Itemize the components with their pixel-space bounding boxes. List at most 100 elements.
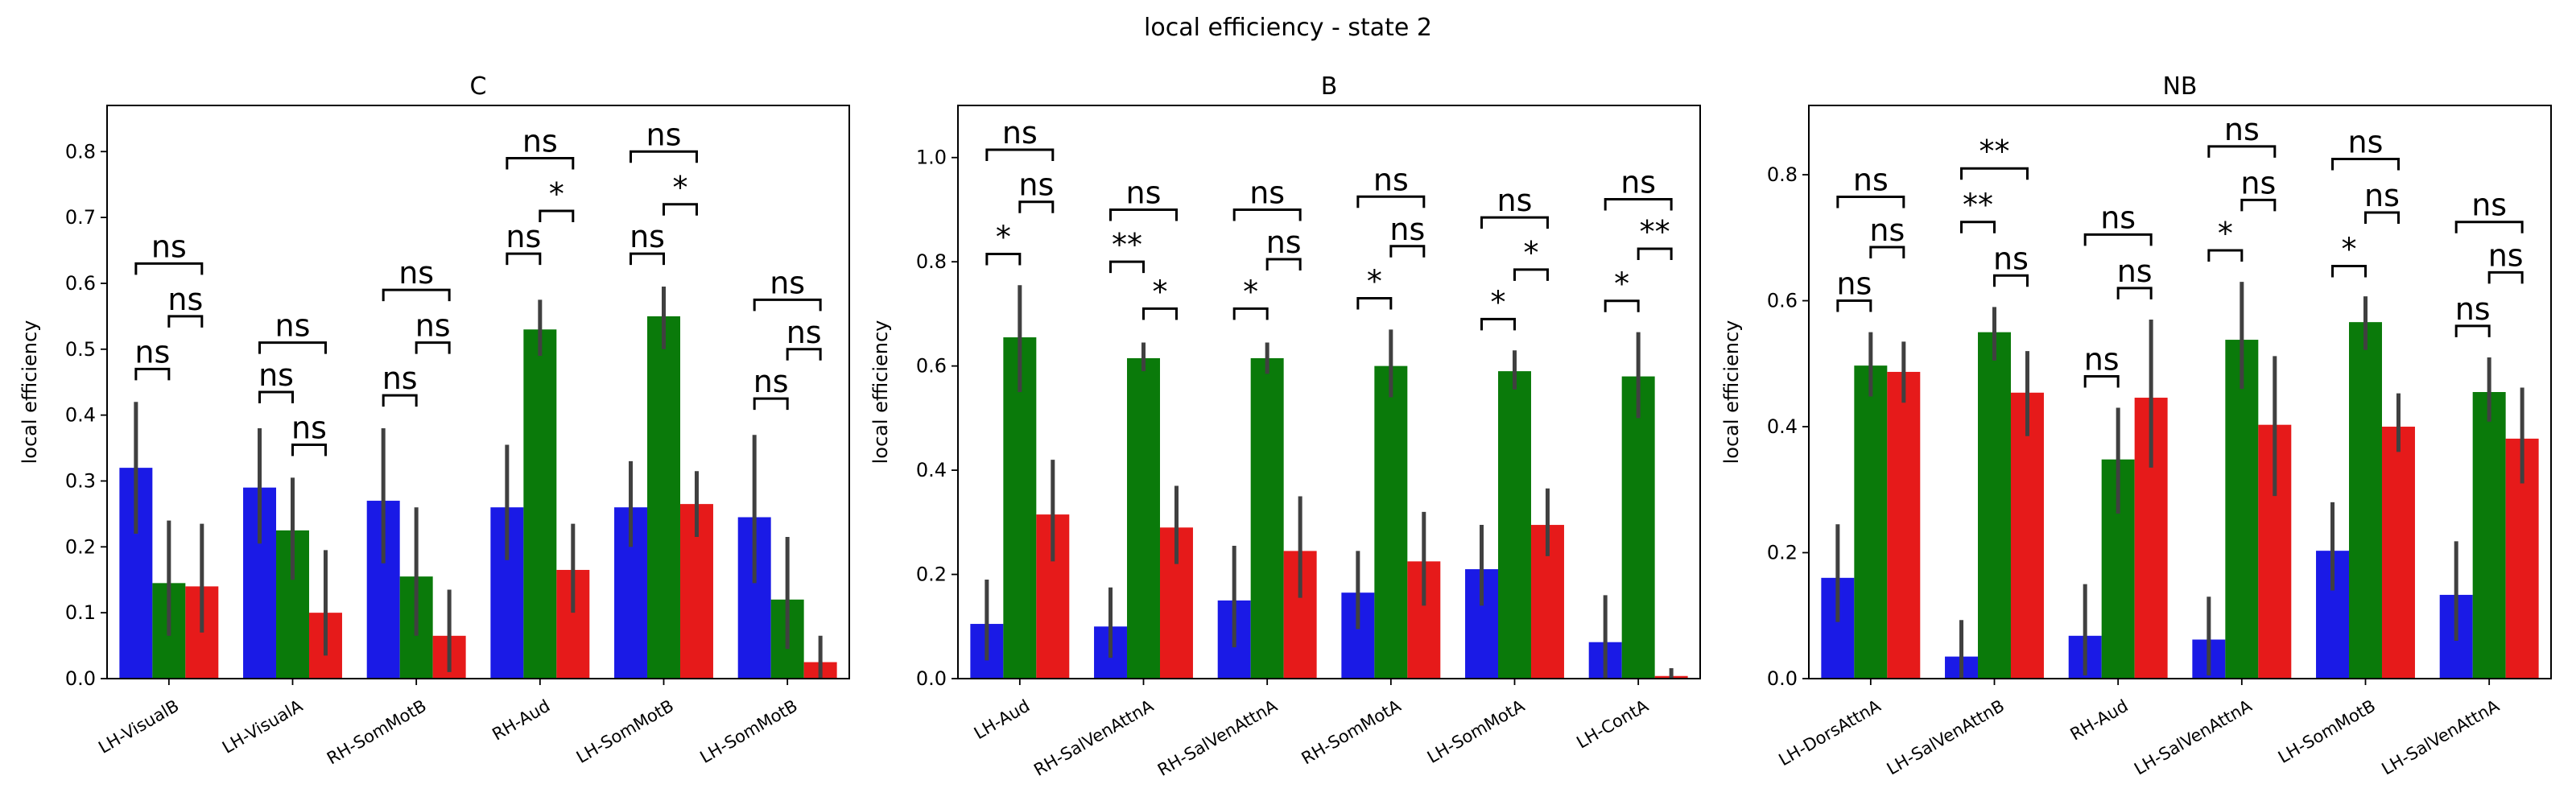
significance-label: ns xyxy=(1373,162,1409,197)
x-tick-label: LH-VisualA xyxy=(219,696,307,758)
x-tick-label: LH-VisualB xyxy=(95,696,182,758)
y-tick-label: 0.2 xyxy=(65,535,96,558)
y-tick-label: 0.2 xyxy=(1767,542,1798,564)
y-tick-label: 0.0 xyxy=(916,667,947,690)
significance-label: ns xyxy=(1126,175,1162,210)
significance-bracket xyxy=(630,252,665,266)
significance-label: ns xyxy=(2455,291,2491,327)
chart-panel-2: NB local efficiency 0.0 0.2 0.4 0.6 0.8 LH-Dors… xyxy=(1720,72,2552,779)
significance-bracket xyxy=(134,262,204,275)
panel-title: C xyxy=(470,72,487,101)
y-tick-label: 0.6 xyxy=(1767,290,1798,312)
x-tick-label: RH-SomMotA xyxy=(1298,696,1405,768)
significance-label: ns xyxy=(1836,266,1872,302)
significance-label: ns xyxy=(291,410,327,445)
significance-bracket xyxy=(2207,145,2277,158)
y-tick-label: 0.2 xyxy=(916,564,947,586)
significance-label: ns xyxy=(134,334,170,369)
x-tick-label: LH-SalVenAttnB xyxy=(1884,696,2008,779)
significance-bracket xyxy=(1993,274,2029,287)
significance-label: ns xyxy=(2084,341,2120,377)
significance-bracket xyxy=(1960,167,2029,180)
significance-label: ns xyxy=(2488,237,2524,273)
significance-bracket xyxy=(1869,246,1905,259)
significance-bracket xyxy=(506,252,542,266)
axes-frame xyxy=(957,105,1701,679)
significance-bracket xyxy=(663,203,698,216)
y-tick-label: 0.5 xyxy=(65,338,96,361)
significance-bracket xyxy=(1836,195,1905,208)
significance-label: ns xyxy=(2471,188,2507,223)
significance-bracket xyxy=(1513,268,1549,281)
significance-label: ** xyxy=(1640,214,1670,250)
significance-label: ns xyxy=(151,229,187,264)
significance-label: * xyxy=(1614,266,1629,302)
significance-bracket xyxy=(2240,198,2277,212)
significance-label: * xyxy=(1491,284,1506,320)
significance-label: ns xyxy=(1266,225,1302,260)
significance-label: ns xyxy=(1002,115,1038,151)
y-tick-label: 0.8 xyxy=(916,250,947,273)
y-tick-label: 0.8 xyxy=(1767,163,1798,186)
bar xyxy=(1621,376,1655,679)
significance-bracket xyxy=(1480,216,1549,229)
significance-label: ns xyxy=(753,364,789,399)
significance-label: ns xyxy=(630,219,665,254)
x-tick-label: LH-DorsAttnA xyxy=(1776,696,1885,770)
significance-bracket xyxy=(1356,195,1426,208)
bar xyxy=(1374,365,1408,679)
significance-bracket xyxy=(382,288,451,302)
significance-bracket xyxy=(2083,374,2120,388)
significance-bracket xyxy=(1142,307,1178,320)
significance-label: ns xyxy=(2364,178,2400,213)
significance-bracket xyxy=(1604,299,1640,312)
significance-bracket xyxy=(985,148,1055,162)
x-tick-label: LH-SomMotB xyxy=(2275,696,2379,767)
significance-label: ns xyxy=(2348,125,2384,160)
significance-bracket xyxy=(630,150,698,163)
significance-label: ns xyxy=(1018,167,1054,203)
y-tick-label: 0.6 xyxy=(65,272,96,295)
significance-label: * xyxy=(549,176,564,212)
significance-bracket xyxy=(415,341,451,354)
significance-bracket xyxy=(382,394,418,407)
significance-label: ns xyxy=(1993,241,2029,276)
significance-bracket xyxy=(786,348,822,361)
y-axis-label: local efficiency xyxy=(1720,320,1743,464)
panel-title: B xyxy=(1321,72,1338,101)
x-tick-label: LH-SomMotA xyxy=(1424,696,1529,767)
significance-bracket xyxy=(1356,296,1393,310)
significance-label: ns xyxy=(167,282,203,317)
significance-label: ns xyxy=(2240,165,2276,200)
bar xyxy=(647,316,680,679)
significance-bracket xyxy=(2487,270,2524,284)
x-tick-label: LH-SomMotB xyxy=(696,696,800,767)
significance-label: * xyxy=(2342,232,2357,267)
axes-frame xyxy=(106,105,850,679)
significance-bracket xyxy=(753,298,822,312)
significance-bracket xyxy=(2364,211,2400,225)
x-tick-label: LH-SalVenAttnA xyxy=(2378,696,2503,778)
significance-label: ns xyxy=(2224,112,2260,147)
significance-label: ns xyxy=(786,315,822,350)
significance-label: * xyxy=(1367,263,1382,299)
y-axis-label: local efficiency xyxy=(19,320,41,464)
significance-bracket xyxy=(1232,307,1269,320)
x-tick-label: RH-SomMotB xyxy=(324,696,430,769)
significance-bracket xyxy=(506,156,575,170)
significance-bracket xyxy=(539,209,575,222)
y-axis-label: local efficiency xyxy=(869,320,892,464)
bar xyxy=(1003,337,1037,679)
bar xyxy=(1854,365,1888,679)
bar xyxy=(1127,357,1160,679)
significance-label: ns xyxy=(1389,212,1425,247)
significance-label: * xyxy=(996,219,1011,254)
significance-label: * xyxy=(1152,274,1167,309)
significance-label: ** xyxy=(1963,188,1993,223)
significance-label: ns xyxy=(770,265,805,300)
x-tick-label: LH-SomMotB xyxy=(573,696,677,767)
significance-bracket xyxy=(1265,258,1302,270)
